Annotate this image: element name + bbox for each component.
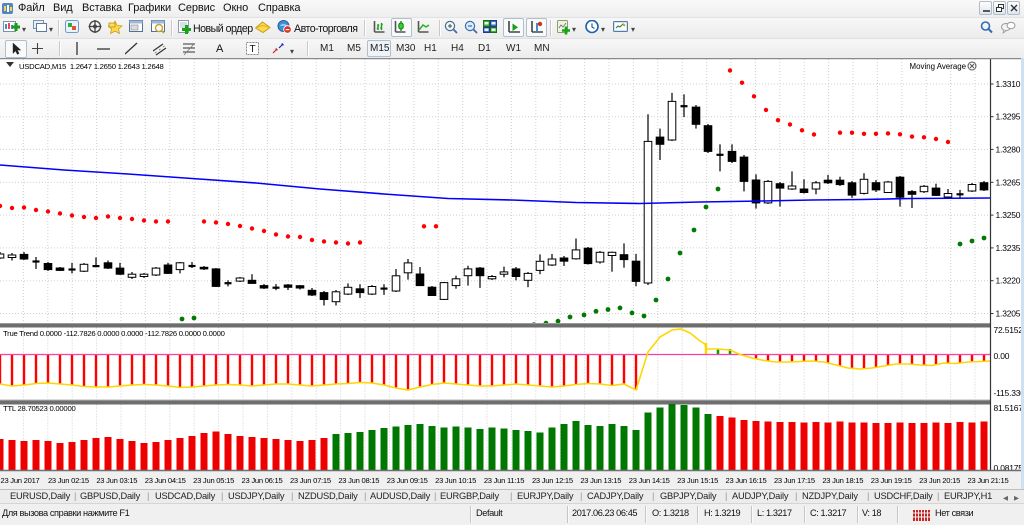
svg-text:0.08175: 0.08175	[994, 463, 1024, 473]
svg-text:USDCAD,M15 1.2647 1.2650 1.26: USDCAD,M15 1.2647 1.2650 1.2643 1.2648	[19, 62, 164, 71]
svg-text:23 Jun 18:15: 23 Jun 18:15	[822, 476, 863, 485]
svg-text:23 Jun 13:15: 23 Jun 13:15	[580, 476, 621, 485]
svg-text:23 Jun 16:15: 23 Jun 16:15	[726, 476, 767, 485]
svg-text:True Trend 0.0000 -112.7826 0.: True Trend 0.0000 -112.7826 0.0000 0.000…	[3, 329, 225, 338]
svg-text:1.3220: 1.3220	[996, 276, 1021, 286]
svg-text:23 Jun 20:15: 23 Jun 20:15	[919, 476, 960, 485]
svg-text:23 Jun 2017: 23 Jun 2017	[0, 476, 39, 485]
svg-text:1.3250: 1.3250	[996, 210, 1021, 220]
svg-text:23 Jun 21:15: 23 Jun 21:15	[968, 476, 1009, 485]
svg-text:23 Jun 14:15: 23 Jun 14:15	[629, 476, 670, 485]
svg-text:1.3205: 1.3205	[996, 309, 1021, 319]
svg-text:23 Jun 17:15: 23 Jun 17:15	[774, 476, 815, 485]
svg-text:23 Jun 11:15: 23 Jun 11:15	[484, 476, 524, 485]
svg-text:23 Jun 03:15: 23 Jun 03:15	[96, 476, 137, 485]
svg-text:23 Jun 15:15: 23 Jun 15:15	[677, 476, 718, 485]
svg-text:1.3235: 1.3235	[996, 243, 1021, 253]
svg-text:23 Jun 07:15: 23 Jun 07:15	[290, 476, 331, 485]
svg-text:TTL 28.70523 0.00000: TTL 28.70523 0.00000	[3, 404, 76, 413]
svg-text:23 Jun 06:15: 23 Jun 06:15	[242, 476, 283, 485]
svg-text:23 Jun 12:15: 23 Jun 12:15	[532, 476, 573, 485]
svg-text:23 Jun 04:15: 23 Jun 04:15	[145, 476, 186, 485]
svg-text:23 Jun 05:15: 23 Jun 05:15	[193, 476, 234, 485]
svg-text:T: T	[250, 44, 256, 55]
svg-text:1.3265: 1.3265	[996, 177, 1021, 187]
svg-text:1.3295: 1.3295	[996, 112, 1021, 122]
svg-text:Moving Average: Moving Average	[910, 62, 967, 71]
svg-text:23 Jun 08:15: 23 Jun 08:15	[338, 476, 379, 485]
svg-text:-115.330: -115.330	[994, 388, 1024, 398]
svg-text:1.3310: 1.3310	[996, 79, 1021, 89]
svg-text:1.3280: 1.3280	[996, 144, 1021, 154]
svg-text:0.00: 0.00	[994, 351, 1010, 361]
svg-text:72.5152: 72.5152	[994, 325, 1024, 335]
svg-text:23 Jun 19:15: 23 Jun 19:15	[871, 476, 912, 485]
svg-text:23 Jun 10:15: 23 Jun 10:15	[435, 476, 476, 485]
svg-text:23 Jun 09:15: 23 Jun 09:15	[387, 476, 428, 485]
svg-text:81.5167: 81.5167	[994, 403, 1024, 413]
svg-text:23 Jun 02:15: 23 Jun 02:15	[48, 476, 89, 485]
